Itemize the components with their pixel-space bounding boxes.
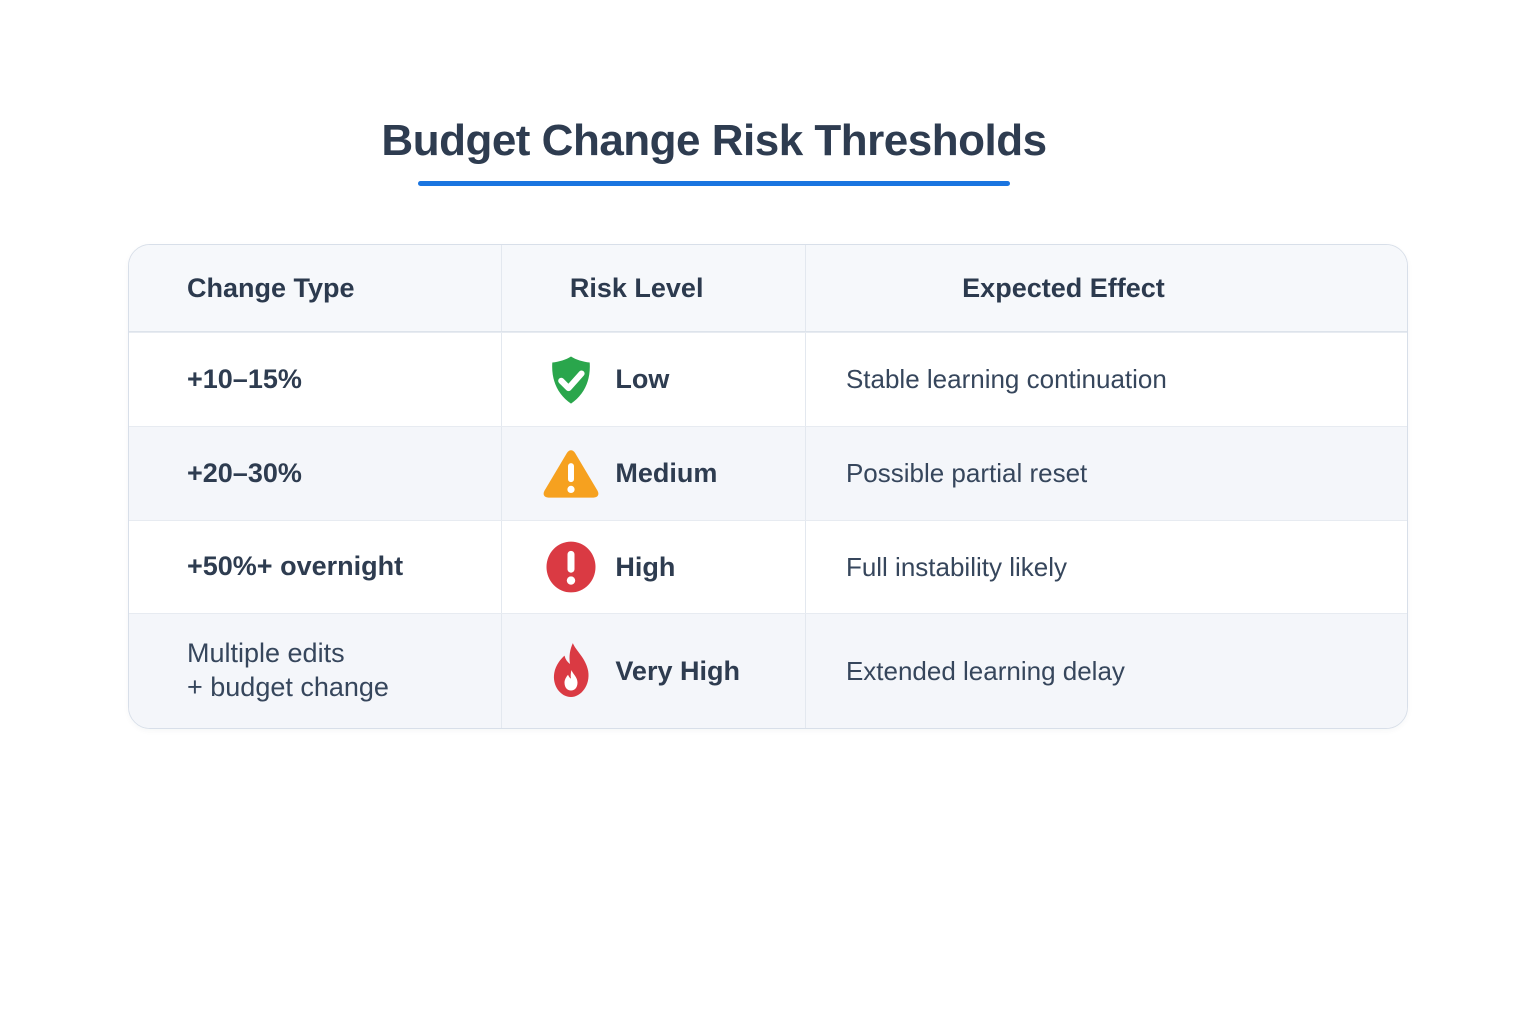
page-header: Budget Change Risk Thresholds (381, 116, 1047, 186)
warning-triangle-icon (542, 448, 600, 500)
table-row: +10–15% Low Stable learning continuation (129, 332, 1407, 426)
table-row: +50%+ overnight High Full instability li… (129, 520, 1407, 613)
column-header: Change Type (187, 272, 355, 303)
risk-level-cell: Medium (502, 427, 806, 520)
change-type-value: +10–15% (187, 363, 302, 394)
table-header-row: Change Type Risk Level Expected Effect (129, 245, 1407, 332)
change-type-cell: +10–15% (129, 333, 503, 426)
risk-level-label: Low (615, 364, 670, 394)
column-header: Expected Effect (962, 272, 1165, 303)
alert-circle-icon (542, 538, 600, 596)
risk-level-label: Very High (615, 655, 740, 686)
expected-effect-value: Full instability likely (845, 551, 1068, 582)
risk-level-label: High (615, 551, 676, 582)
risk-level-cell: High (502, 521, 806, 613)
expected-effect-cell: Full instability likely (806, 521, 1407, 613)
risk-thresholds-table: Change Type Risk Level Expected Effect +… (128, 244, 1408, 729)
risk-level-label: Medium (615, 458, 718, 488)
table-row: Multiple edits + budget change Very High… (129, 613, 1407, 728)
risk-level-cell: Low (502, 333, 806, 426)
expected-effect-cell: Possible partial reset (806, 427, 1407, 520)
shield-check-icon (542, 352, 600, 408)
header-cell-risk-level: Risk Level (502, 245, 806, 331)
flame-icon (542, 637, 600, 705)
change-type-value: +20–30% (187, 457, 302, 488)
header-cell-change-type: Change Type (129, 245, 503, 331)
column-header: Risk Level (569, 272, 704, 303)
expected-effect-value: Extended learning delay (845, 655, 1125, 686)
expected-effect-value: Possible partial reset (845, 458, 1088, 488)
title-underline (417, 181, 1010, 186)
header-cell-expected-effect: Expected Effect (806, 245, 1407, 331)
expected-effect-value: Stable learning continuation (845, 364, 1167, 394)
change-type-value: Multiple edits + budget change (187, 638, 389, 702)
change-type-cell: +50%+ overnight (129, 521, 503, 613)
table-row: +20–30% Medium Possible partial reset (129, 426, 1407, 520)
risk-level-cell: Very High (502, 614, 806, 728)
change-type-cell: +20–30% (129, 427, 503, 520)
page-title: Budget Change Risk Thresholds (381, 116, 1047, 165)
change-type-value: +50%+ overnight (187, 551, 404, 582)
expected-effect-cell: Stable learning continuation (806, 333, 1407, 426)
change-type-cell: Multiple edits + budget change (129, 614, 503, 728)
expected-effect-cell: Extended learning delay (806, 614, 1407, 728)
